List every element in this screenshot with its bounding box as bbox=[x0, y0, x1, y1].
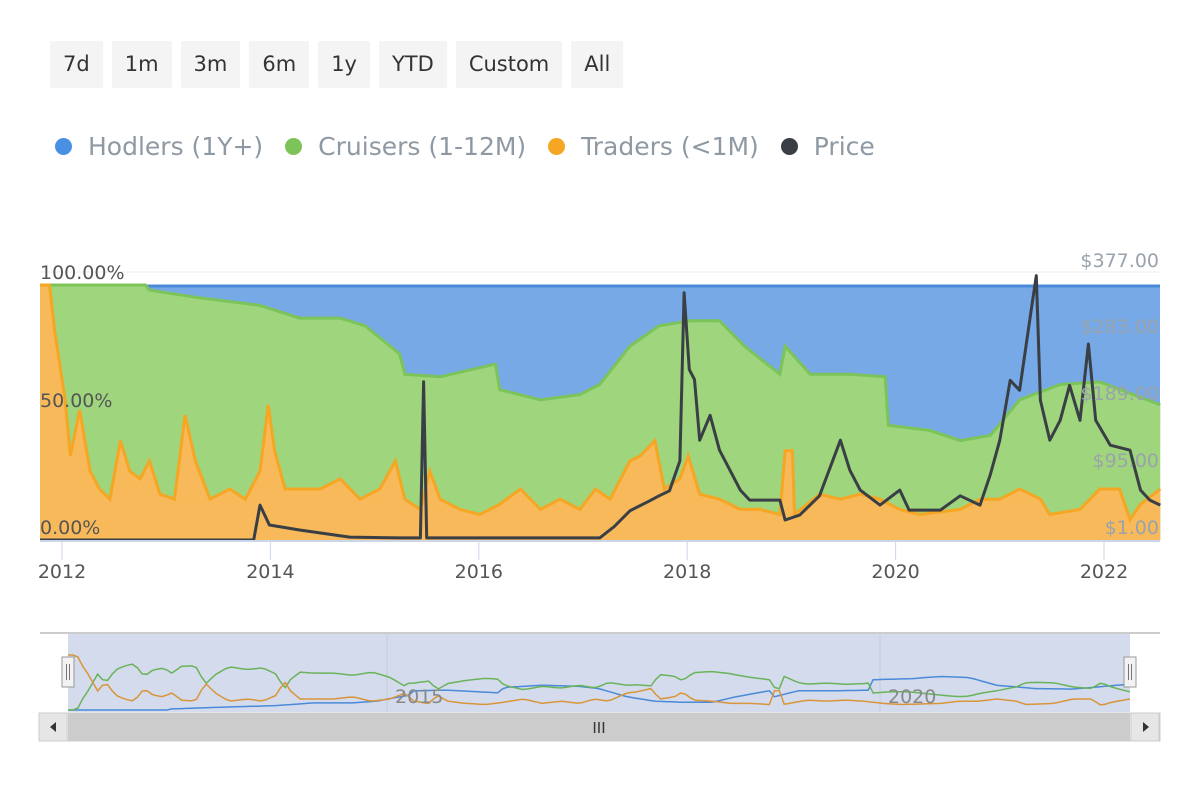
x-tick-label: 2022 bbox=[1080, 561, 1128, 583]
legend-cruisers[interactable]: Cruisers (1-12M) bbox=[285, 132, 526, 161]
price-tick: $283.00 bbox=[1080, 316, 1159, 338]
legend-label: Price bbox=[813, 132, 875, 161]
scroll-left-button[interactable] bbox=[38, 712, 68, 742]
legend-dot-icon bbox=[285, 138, 303, 155]
cruisers-area bbox=[40, 285, 1161, 540]
range-1y-button[interactable]: 1y bbox=[318, 41, 370, 88]
price-tick: $95.00 bbox=[1093, 450, 1159, 472]
legend-price[interactable]: Price bbox=[780, 132, 875, 161]
range-6m-button[interactable]: 6m bbox=[249, 41, 310, 88]
scroll-right-button[interactable] bbox=[1130, 712, 1160, 742]
arrow-left-icon bbox=[50, 722, 56, 732]
legend: Hodlers (1Y+) Cruisers (1-12M) Traders (… bbox=[55, 132, 875, 161]
range-3m-button[interactable]: 3m bbox=[180, 41, 241, 88]
navigator-cruisers-line bbox=[68, 663, 1131, 711]
range-custom-button[interactable]: Custom bbox=[455, 41, 563, 88]
range-ytd-button[interactable]: YTD bbox=[378, 41, 447, 88]
range-1m-button[interactable]: 1m bbox=[111, 41, 172, 88]
scrollbar-thumb[interactable] bbox=[68, 713, 1130, 741]
arrow-right-icon bbox=[1143, 722, 1149, 732]
navigator-traders-line bbox=[68, 654, 1131, 706]
legend-hodlers[interactable]: Hodlers (1Y+) bbox=[55, 132, 263, 161]
navigator-left-handle[interactable] bbox=[61, 656, 75, 688]
x-tick-label: 2018 bbox=[663, 561, 711, 583]
price-tick: $1.00 bbox=[1105, 517, 1159, 539]
price-line bbox=[40, 274, 1161, 542]
y-tick-0: 0.00% bbox=[40, 517, 100, 539]
range-selector: 7d 1m 3m 6m 1y YTD Custom All bbox=[50, 41, 624, 88]
legend-label: Hodlers (1Y+) bbox=[88, 132, 264, 161]
traders-line bbox=[40, 283, 1162, 523]
navigator-label: 2015 bbox=[395, 686, 443, 708]
legend-dot-icon bbox=[780, 138, 798, 155]
range-all-button[interactable]: All bbox=[571, 41, 624, 88]
legend-dot-icon bbox=[548, 138, 566, 155]
navigator-right-handle[interactable] bbox=[1123, 656, 1137, 688]
price-tick: $189.00 bbox=[1080, 383, 1159, 405]
scrollbar-grip-icon: III bbox=[592, 719, 605, 737]
range-7d-button[interactable]: 7d bbox=[50, 41, 103, 88]
price-tick: $377.00 bbox=[1080, 250, 1159, 272]
x-tick-label: 2014 bbox=[246, 561, 294, 583]
x-tick-label: 2020 bbox=[871, 561, 919, 583]
legend-dot-icon bbox=[55, 138, 72, 155]
cruisers-line bbox=[40, 283, 1161, 443]
navigator-hodlers-line bbox=[68, 675, 1131, 711]
legend-label: Cruisers (1-12M) bbox=[318, 132, 527, 161]
y-tick-100: 100.00% bbox=[40, 262, 125, 284]
x-tick-label: 2012 bbox=[38, 561, 86, 583]
y-tick-50: 50.00% bbox=[40, 390, 112, 412]
legend-traders[interactable]: Traders (<1M) bbox=[548, 132, 759, 161]
x-tick-label: 2016 bbox=[455, 561, 503, 583]
scrollbar[interactable]: III bbox=[38, 712, 1161, 742]
navigator[interactable]: 2015 2020 bbox=[40, 632, 1160, 712]
navigator-label: 2020 bbox=[888, 686, 936, 708]
legend-label: Traders (<1M) bbox=[581, 132, 759, 161]
